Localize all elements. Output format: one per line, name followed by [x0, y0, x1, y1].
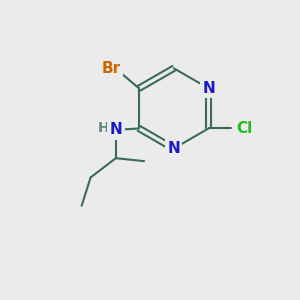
Text: H: H [98, 121, 110, 135]
Text: Cl: Cl [236, 121, 252, 136]
Text: N: N [110, 122, 122, 137]
Text: Br: Br [101, 61, 120, 76]
Text: N: N [167, 141, 180, 156]
Text: N: N [202, 81, 215, 96]
